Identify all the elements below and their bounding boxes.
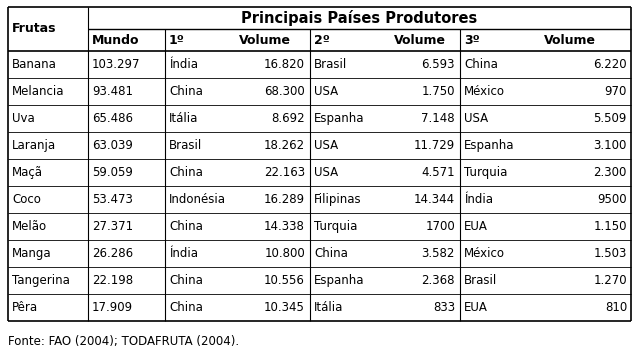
Text: 10.800: 10.800 (265, 247, 305, 260)
Text: Brasil: Brasil (169, 139, 203, 152)
Text: 3.100: 3.100 (594, 139, 627, 152)
Text: Mundo: Mundo (92, 34, 139, 47)
Text: USA: USA (314, 166, 338, 179)
Text: Índia: Índia (169, 58, 198, 71)
Text: Melão: Melão (12, 220, 47, 233)
Text: Maçã: Maçã (12, 166, 43, 179)
Text: Laranja: Laranja (12, 139, 56, 152)
Text: 9500: 9500 (597, 193, 627, 206)
Text: 65.486: 65.486 (92, 112, 133, 125)
Text: Volume: Volume (544, 34, 596, 47)
Text: Banana: Banana (12, 58, 57, 71)
Text: 27.371: 27.371 (92, 220, 133, 233)
Text: 16.820: 16.820 (264, 58, 305, 71)
Text: 7.148: 7.148 (421, 112, 455, 125)
Text: Manga: Manga (12, 247, 52, 260)
Text: 8.692: 8.692 (272, 112, 305, 125)
Text: 10.345: 10.345 (264, 301, 305, 314)
Text: 833: 833 (433, 301, 455, 314)
Text: 59.059: 59.059 (92, 166, 133, 179)
Text: 1.750: 1.750 (422, 85, 455, 98)
Text: Volume: Volume (239, 34, 291, 47)
Text: Volume: Volume (394, 34, 446, 47)
Text: EUA: EUA (464, 220, 488, 233)
Text: USA: USA (314, 139, 338, 152)
Text: 4.571: 4.571 (421, 166, 455, 179)
Text: 16.289: 16.289 (264, 193, 305, 206)
Text: Itália: Itália (314, 301, 343, 314)
Text: 6.220: 6.220 (594, 58, 627, 71)
Text: Melancia: Melancia (12, 85, 65, 98)
Text: 10.556: 10.556 (264, 274, 305, 287)
Text: 14.338: 14.338 (264, 220, 305, 233)
Text: 63.039: 63.039 (92, 139, 133, 152)
Text: Indonésia: Indonésia (169, 193, 226, 206)
Text: USA: USA (464, 112, 488, 125)
Text: 5.509: 5.509 (594, 112, 627, 125)
Text: China: China (169, 274, 203, 287)
Text: 53.473: 53.473 (92, 193, 133, 206)
Text: Tangerina: Tangerina (12, 274, 70, 287)
Text: 3.582: 3.582 (422, 247, 455, 260)
Text: 2º: 2º (314, 34, 330, 47)
Text: Turquia: Turquia (464, 166, 507, 179)
Text: Pêra: Pêra (12, 301, 38, 314)
Text: 6.593: 6.593 (422, 58, 455, 71)
Text: 1.270: 1.270 (594, 274, 627, 287)
Text: 14.344: 14.344 (414, 193, 455, 206)
Text: Índia: Índia (464, 193, 493, 206)
Text: 1º: 1º (169, 34, 185, 47)
Text: 22.198: 22.198 (92, 274, 133, 287)
Text: USA: USA (314, 85, 338, 98)
Text: 22.163: 22.163 (264, 166, 305, 179)
Text: 810: 810 (604, 301, 627, 314)
Text: Coco: Coco (12, 193, 41, 206)
Text: 1.150: 1.150 (594, 220, 627, 233)
Text: 2.300: 2.300 (594, 166, 627, 179)
Text: Turquia: Turquia (314, 220, 357, 233)
Text: Filipinas: Filipinas (314, 193, 362, 206)
Text: Brasil: Brasil (314, 58, 347, 71)
Text: 93.481: 93.481 (92, 85, 133, 98)
Text: 3º: 3º (464, 34, 480, 47)
Text: China: China (314, 247, 348, 260)
Text: Índia: Índia (169, 247, 198, 260)
Text: 18.262: 18.262 (264, 139, 305, 152)
Text: Principais Países Produtores: Principais Países Produtores (242, 10, 477, 26)
Text: 103.297: 103.297 (92, 58, 141, 71)
Text: China: China (464, 58, 498, 71)
Text: Espanha: Espanha (314, 274, 364, 287)
Text: 11.729: 11.729 (413, 139, 455, 152)
Text: 970: 970 (604, 85, 627, 98)
Text: 1700: 1700 (425, 220, 455, 233)
Text: 2.368: 2.368 (422, 274, 455, 287)
Text: 17.909: 17.909 (92, 301, 133, 314)
Text: 68.300: 68.300 (265, 85, 305, 98)
Text: China: China (169, 85, 203, 98)
Text: China: China (169, 220, 203, 233)
Text: China: China (169, 301, 203, 314)
Text: México: México (464, 247, 505, 260)
Text: Uva: Uva (12, 112, 35, 125)
Text: Itália: Itália (169, 112, 198, 125)
Text: China: China (169, 166, 203, 179)
Text: EUA: EUA (464, 301, 488, 314)
Text: México: México (464, 85, 505, 98)
Text: Frutas: Frutas (12, 23, 56, 35)
Text: 1.503: 1.503 (594, 247, 627, 260)
Text: Brasil: Brasil (464, 274, 497, 287)
Text: Espanha: Espanha (464, 139, 514, 152)
Text: Espanha: Espanha (314, 112, 364, 125)
Text: Fonte: FAO (2004); TODAFRUTA (2004).: Fonte: FAO (2004); TODAFRUTA (2004). (8, 335, 239, 348)
Text: 26.286: 26.286 (92, 247, 133, 260)
